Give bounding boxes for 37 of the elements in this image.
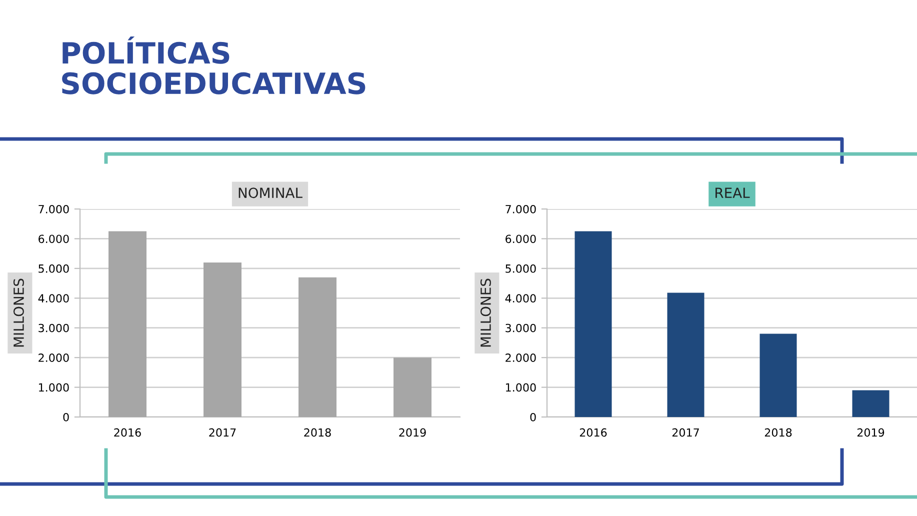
y-tick-label: 1.000	[38, 383, 69, 392]
bar	[108, 231, 146, 417]
x-tick-label: 2016	[580, 428, 607, 437]
x-tick-label: 2018	[304, 428, 331, 437]
y-tick-label: 2.000	[38, 354, 69, 362]
x-tick-label: 2019	[857, 428, 884, 437]
bar	[574, 231, 612, 417]
y-tick-label: 3.000	[506, 324, 536, 332]
bar	[852, 390, 890, 417]
y-tick-label: 5.000	[506, 264, 536, 273]
x-tick-label: 2017	[672, 428, 699, 437]
x-tick-label: 2019	[399, 428, 426, 437]
y-tick-label: 7.000	[506, 204, 536, 214]
bar	[760, 334, 797, 417]
y-tick-label: 0	[530, 412, 536, 422]
chart-title: REAL	[716, 188, 750, 198]
text: POLÍTICAS SOCIOEDUCATIVAS	[62, 36, 366, 94]
y-tick-label: 5.000	[38, 264, 69, 273]
bar	[394, 358, 432, 417]
y-tick-label: 4.000	[505, 294, 536, 303]
bar	[204, 262, 242, 417]
y-tick-label: 6.000	[38, 234, 69, 244]
chart-title: NOMINAL	[238, 188, 302, 198]
y-tick-label: 0	[63, 412, 69, 422]
y-tick-label: 6.000	[506, 234, 536, 244]
bar	[298, 277, 336, 417]
y-tick-label: 4.000	[38, 294, 69, 303]
y-axis-title: MILLONES	[13, 278, 24, 347]
y-tick-label: 2.000	[506, 354, 536, 362]
y-tick-label: 3.000	[38, 324, 69, 332]
y-tick-label: 7.000	[38, 204, 69, 214]
x-tick-label: 2018	[764, 428, 792, 437]
y-tick-label: 1.000	[506, 383, 536, 392]
x-tick-label: 2017	[209, 428, 236, 437]
bar	[667, 292, 704, 417]
y-axis-title: MILLONES	[480, 278, 491, 347]
x-tick-label: 2016	[114, 428, 141, 437]
